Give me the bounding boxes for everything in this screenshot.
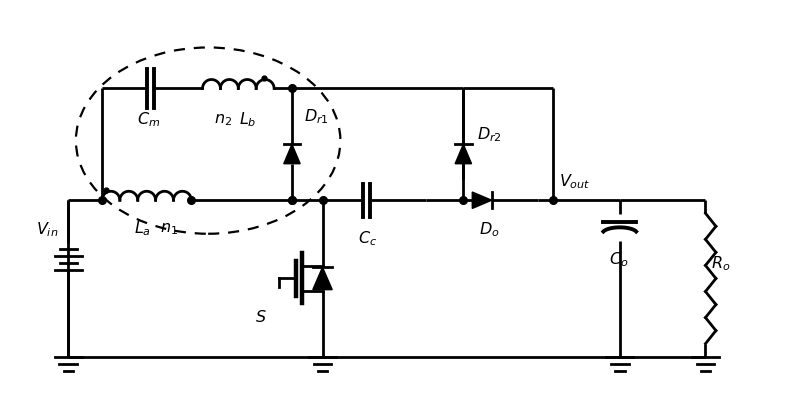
Polygon shape xyxy=(455,144,471,164)
Polygon shape xyxy=(472,192,492,208)
Text: $R_o$: $R_o$ xyxy=(710,254,730,273)
Polygon shape xyxy=(313,267,332,290)
Polygon shape xyxy=(284,144,300,164)
Text: $L_a$: $L_a$ xyxy=(134,219,151,238)
Text: $V_{in}$: $V_{in}$ xyxy=(36,221,58,239)
Text: $D_{r2}$: $D_{r2}$ xyxy=(477,125,502,144)
Text: $n_2$: $n_2$ xyxy=(214,111,232,128)
Text: $C_m$: $C_m$ xyxy=(138,110,161,129)
Text: $L_b$: $L_b$ xyxy=(238,110,256,129)
Text: $C_c$: $C_c$ xyxy=(358,230,378,248)
Text: $D_o$: $D_o$ xyxy=(479,221,500,239)
Text: $D_{r1}$: $D_{r1}$ xyxy=(304,107,329,126)
Text: $V_{out}$: $V_{out}$ xyxy=(559,172,591,191)
Text: $S$: $S$ xyxy=(255,309,266,326)
Text: $C_o$: $C_o$ xyxy=(609,250,628,269)
Text: $n_1$: $n_1$ xyxy=(160,220,178,237)
